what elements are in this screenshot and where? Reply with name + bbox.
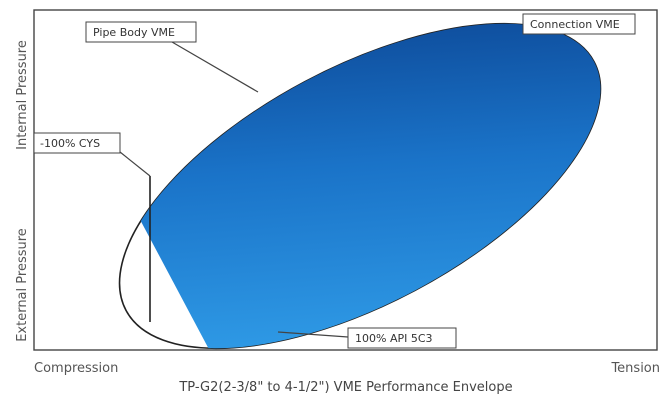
api-callout-label: 100% API 5C3	[355, 332, 433, 345]
connection-vme-envelope	[119, 23, 601, 349]
pipe-body-leader	[171, 41, 259, 93]
y-axis-top-label: Internal Pressure	[15, 40, 30, 150]
y-axis-bottom-label: External Pressure	[15, 228, 30, 342]
cys-callout-label: -100% CYS	[40, 137, 100, 150]
api-leader	[277, 331, 349, 338]
x-axis-right-label: Tension	[610, 361, 660, 376]
pipe-body-callout-label: Pipe Body VME	[93, 26, 175, 39]
connection-callout-label: Connection VME	[530, 18, 620, 31]
figure-caption: TP-G2(2-3/8" to 4-1/2") VME Performance …	[178, 380, 512, 395]
cys-callout-box	[33, 132, 121, 154]
x-axis-left-label: Compression	[34, 361, 118, 376]
plot-frame	[33, 9, 658, 351]
pipe-body-callout-box	[85, 21, 197, 43]
api-callout-box	[347, 327, 457, 349]
cys-leader	[119, 151, 151, 177]
connection-callout-box	[522, 13, 636, 35]
